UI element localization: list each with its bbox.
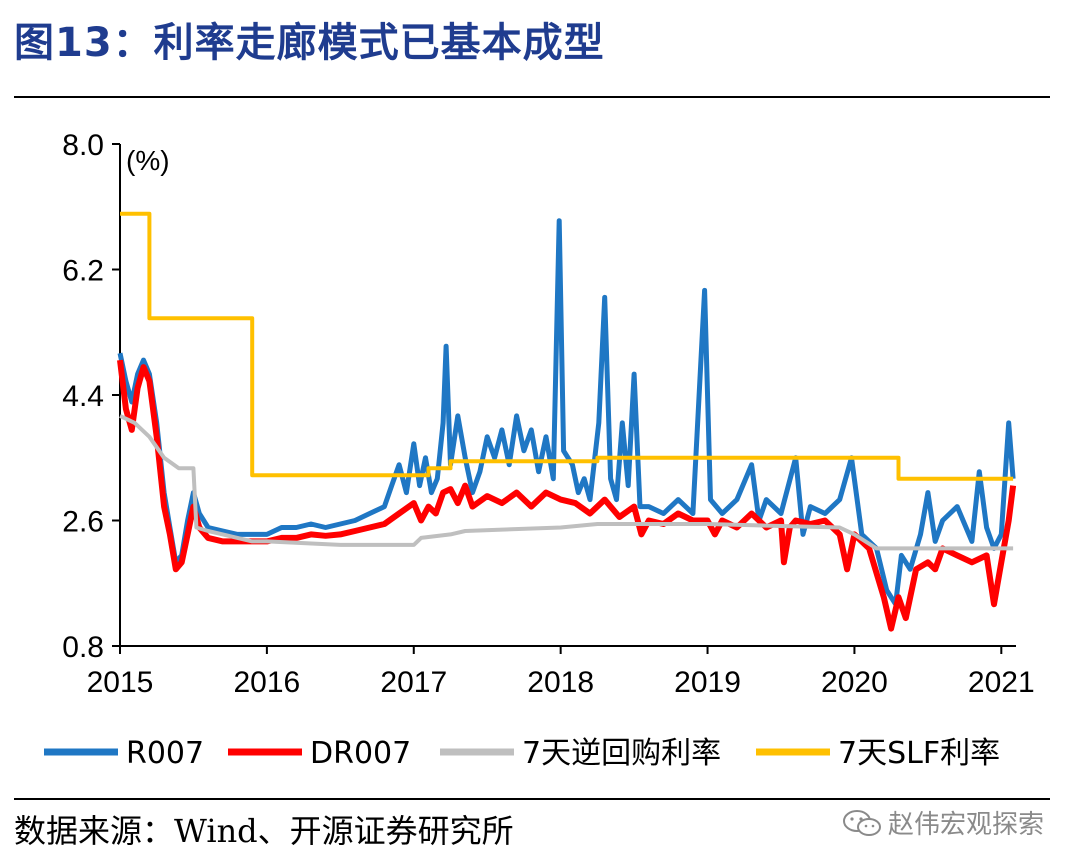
legend-label-1: R007 xyxy=(126,736,204,771)
source-note: 数据来源：Wind、开源证券研究所 xyxy=(14,812,514,850)
chart-axes: 0.8 2.6 4.4 6.2 8.0 2015 2016 2017 2018 2019 2020 2… xyxy=(62,129,1034,699)
x-tick-label: 2015 xyxy=(87,666,154,699)
x-tick-label: 2018 xyxy=(527,666,594,699)
y-tick-label: 0.8 xyxy=(62,631,104,664)
title-rule xyxy=(14,96,1050,98)
watermark: 赵伟宏观探索 xyxy=(842,804,1044,841)
legend-label-3: 7天逆回购利率 xyxy=(522,736,721,771)
x-tick-label: 2017 xyxy=(380,666,447,699)
y-tick-label: 2.6 xyxy=(62,506,104,539)
series-line-4 xyxy=(120,211,1014,481)
watermark-text: 赵伟宏观探索 xyxy=(887,810,1044,840)
figure-title: 图13：利率走廊模式已基本成型 xyxy=(14,20,605,66)
x-tick-label: 2020 xyxy=(821,666,888,699)
source-rule xyxy=(14,798,1050,800)
series-line-3 xyxy=(119,414,1014,551)
series-line-2 xyxy=(117,359,1017,632)
x-tick-label: 2021 xyxy=(968,666,1035,699)
legend-label-4: 7天SLF利率 xyxy=(838,736,1000,771)
x-tick-label: 2016 xyxy=(234,666,301,699)
y-tick-label: 6.2 xyxy=(62,255,104,288)
chart-legend: R007 DR007 7天逆回购利率 7天SLF利率 xyxy=(44,736,1000,771)
legend-label-2: DR007 xyxy=(310,736,411,771)
line-chart: 0.8 2.6 4.4 6.2 8.0 2015 2016 2017 2018 2019 2020 2… xyxy=(44,129,1035,771)
y-tick-label: 4.4 xyxy=(62,380,104,413)
y-tick-label: 8.0 xyxy=(62,129,104,162)
series-line-1 xyxy=(117,218,1016,607)
chart-series xyxy=(117,211,1017,632)
x-tick-label: 2019 xyxy=(674,666,741,699)
wechat-icon xyxy=(842,809,881,836)
unit-label: (%) xyxy=(126,145,170,176)
